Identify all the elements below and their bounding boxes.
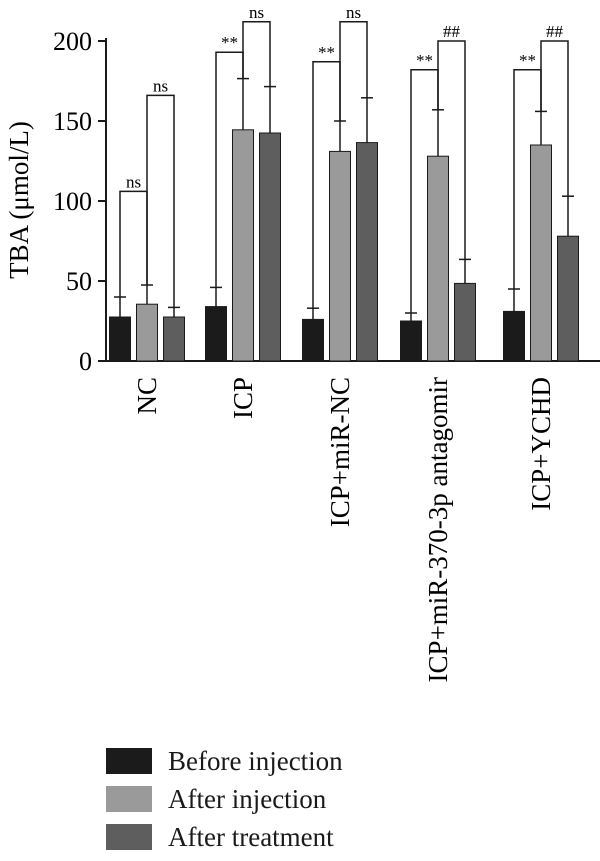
legend-label-after-treatment: After treatment	[168, 821, 334, 852]
x-tick-labels: NC ICP ICP+miR-NC ICP+miR-370-3p antagomir I…	[132, 377, 556, 682]
significance-label-4: **	[318, 43, 335, 62]
legend-label-after-injection: After injection	[168, 783, 327, 814]
bar-before-injection-icp-mir-370-3p-antagomir	[400, 320, 422, 362]
bar-before-injection-icp-ychd	[503, 310, 525, 362]
bar-after-treatment-nc	[163, 316, 185, 362]
bar-after-treatment-icp	[259, 132, 281, 362]
legend-swatch-after-treatment	[106, 824, 152, 850]
bar-after-treatment-icp-mir-370-3p-antagomir	[454, 282, 476, 362]
y-tick-label-0: 0	[79, 347, 92, 376]
x-tick-label-icp-mir-nc: ICP+miR-NC	[325, 377, 355, 527]
x-tick-label-nc: NC	[132, 377, 162, 415]
significance-label-7: ##	[443, 22, 461, 41]
y-tick-label-100: 100	[53, 187, 92, 216]
y-tick-label-200: 200	[53, 27, 92, 56]
bar-before-injection-icp	[205, 306, 227, 362]
bar-before-injection-nc	[109, 316, 131, 362]
significance-annotations: ns ns ** ns ** ns ** ## ** ##	[119, 3, 569, 313]
significance-bracket-5	[339, 21, 368, 121]
bar-after-injection-icp-ychd	[530, 144, 552, 362]
legend-item-after-injection: After injection	[106, 780, 343, 818]
legend: Before injection After injection After t…	[106, 742, 343, 856]
significance-bracket-0	[119, 190, 148, 297]
bar-after-treatment-icp-mir-nc	[356, 142, 378, 362]
significance-label-2: **	[221, 33, 238, 52]
legend-label-before-injection: Before injection	[168, 745, 343, 776]
y-axis-title: TBA (μmol/L)	[4, 121, 34, 279]
significance-label-3: ns	[249, 3, 264, 22]
bar-after-injection-icp-mir-nc	[329, 150, 351, 362]
bars-layer	[109, 129, 579, 362]
legend-swatch-after-injection	[106, 786, 152, 812]
legend-swatch-before-injection	[106, 748, 152, 774]
significance-label-8: **	[519, 51, 536, 70]
significance-bracket-3	[242, 21, 271, 87]
significance-bracket-7	[437, 40, 466, 260]
significance-label-0: ns	[126, 172, 141, 191]
x-tick-label-icp-ychd: ICP+YCHD	[526, 377, 556, 511]
significance-label-5: ns	[346, 3, 361, 22]
significance-bracket-9	[540, 40, 569, 197]
bar-before-injection-icp-mir-nc	[302, 318, 324, 362]
y-tick-label-150: 150	[53, 107, 92, 136]
legend-item-after-treatment: After treatment	[106, 818, 343, 856]
bar-after-injection-icp-mir-370-3p-antagomir	[427, 155, 449, 362]
significance-label-6: **	[416, 51, 433, 70]
y-tick-label-50: 50	[66, 267, 92, 296]
y-ticks: 0 50 100 150 200	[53, 27, 106, 376]
legend-item-before-injection: Before injection	[106, 742, 343, 780]
significance-bracket-1	[146, 94, 175, 308]
bar-after-injection-icp	[232, 129, 254, 362]
significance-label-1: ns	[153, 76, 168, 95]
bar-after-injection-nc	[136, 303, 158, 362]
x-tick-label-icp: ICP	[228, 377, 258, 419]
significance-label-9: ##	[546, 22, 564, 41]
bar-after-treatment-icp-ychd	[557, 235, 579, 362]
x-tick-label-icp-mir-370-3p-antagomir: ICP+miR-370-3p antagomir	[423, 377, 453, 682]
